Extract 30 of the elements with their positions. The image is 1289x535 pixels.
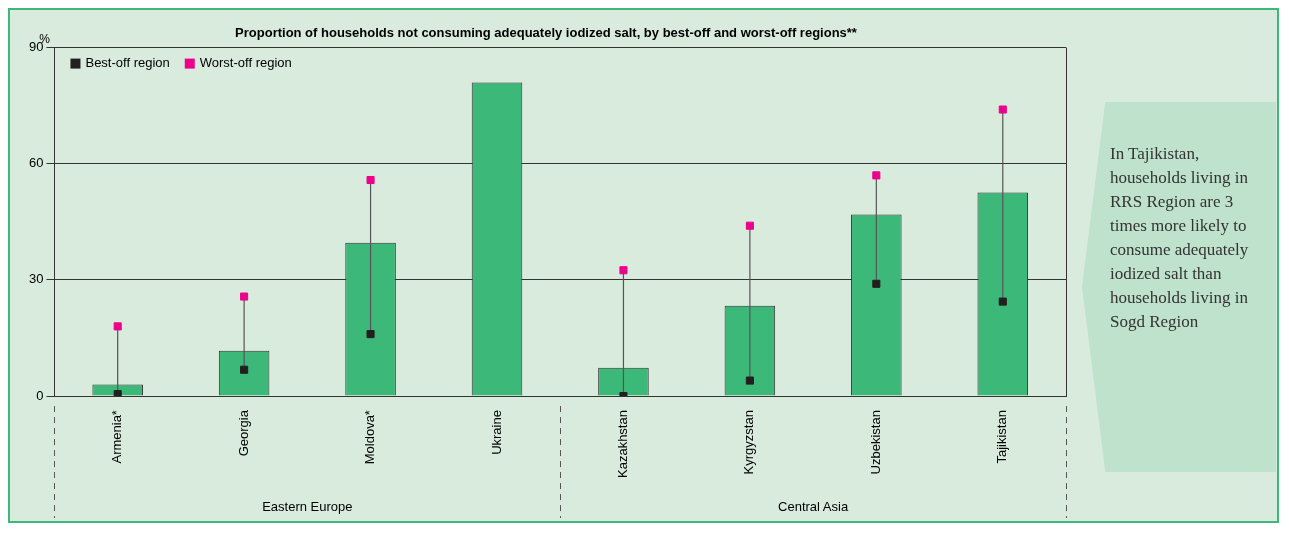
y-tick-label: 0: [36, 387, 44, 403]
text: Central Asia: [778, 498, 849, 514]
x-tick-label: Kazakhstan: [615, 410, 631, 478]
point: [998, 105, 1007, 114]
point: [366, 175, 375, 185]
legend-label: Worst-off region: [199, 55, 292, 71]
point: [745, 376, 754, 385]
legend-label: Best-off region: [85, 55, 170, 71]
point: [240, 292, 249, 301]
point: [745, 221, 754, 230]
x-tick-label: Armenia*: [109, 410, 125, 464]
point: [872, 171, 881, 180]
x-tick-label: Kyrgyzstan: [741, 410, 757, 475]
point: [366, 330, 375, 339]
x-tick-label: Ukraine: [488, 410, 504, 455]
x-tick-label: Tajikistan: [994, 410, 1010, 464]
x-tick-label: Uzbekistan: [867, 410, 883, 475]
y-tick-label: 60: [28, 155, 44, 171]
point: [619, 266, 628, 275]
point: [113, 322, 122, 331]
point: [240, 365, 249, 374]
x-tick-label: Moldova*: [362, 410, 378, 465]
point: [872, 279, 881, 288]
point: [998, 297, 1007, 306]
text: Eastern Europe: [262, 498, 353, 514]
x-tick-label: Georgia: [235, 409, 251, 457]
chart-title: Proportion of households not consuming adequately iodized salt, by best-off and worst-off regions**: [235, 25, 858, 41]
point: [113, 390, 122, 397]
y-tick-label: 30: [28, 271, 44, 287]
text: In Tajikistan, households living in RRS Region are 3 times more likely to consume adequately iodized salt than households living in Sogd Region: [1110, 143, 1250, 333]
